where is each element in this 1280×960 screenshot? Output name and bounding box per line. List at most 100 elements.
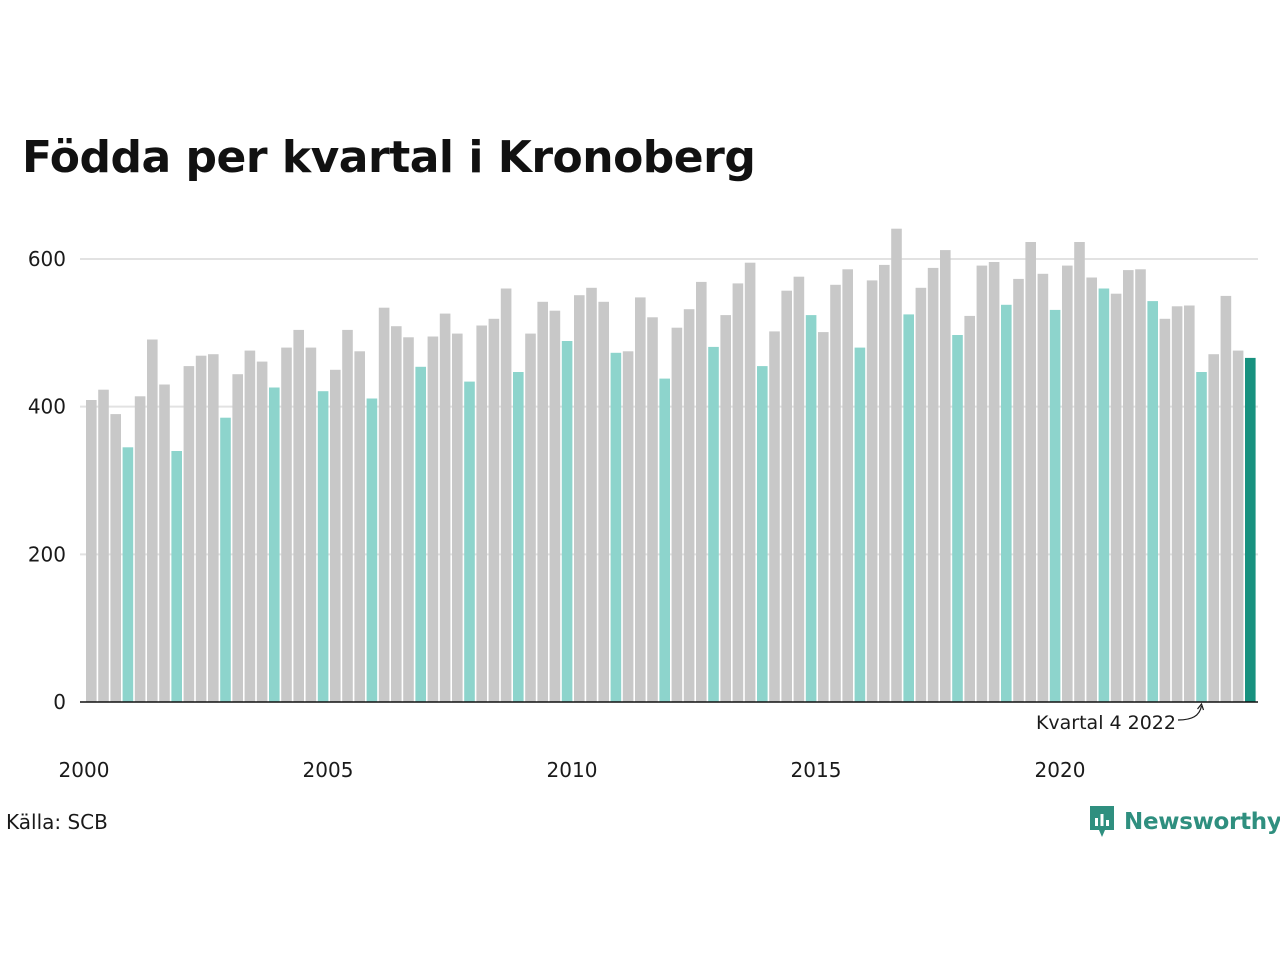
- bar: [464, 381, 475, 702]
- bar: [781, 290, 792, 702]
- bar: [391, 326, 402, 702]
- bar: [159, 384, 170, 702]
- y-tick-label: 400: [28, 395, 66, 419]
- bar: [598, 301, 609, 702]
- bar: [378, 307, 390, 702]
- bar: [586, 287, 597, 702]
- annotation-label: Kvartal 4 2022: [1036, 712, 1176, 734]
- bar: [720, 315, 731, 702]
- bar: [610, 352, 622, 702]
- bar: [671, 327, 683, 702]
- bar: [354, 351, 365, 702]
- axes: 0 200 400 600 2000 2005 2010 2015 2020: [28, 247, 1258, 782]
- bar: [1062, 265, 1073, 702]
- bar: [622, 351, 634, 702]
- bar: [183, 366, 195, 702]
- bar: [574, 295, 585, 702]
- bar: [769, 331, 780, 702]
- bar: [171, 451, 182, 702]
- x-tick-label: 2010: [547, 758, 598, 782]
- bar: [1037, 273, 1049, 702]
- bar: [793, 276, 805, 702]
- bar: [244, 350, 256, 702]
- bar: [915, 287, 927, 702]
- bar: [305, 347, 317, 702]
- x-tick-label: 2020: [1035, 758, 1086, 782]
- bar: [269, 387, 280, 702]
- bar: [500, 288, 512, 702]
- bar: [842, 269, 853, 702]
- brand-logo: Newsworthy: [1088, 804, 1280, 840]
- bar: [232, 374, 243, 702]
- bar: [1013, 278, 1024, 702]
- bar: [818, 332, 829, 702]
- bar: [940, 250, 951, 702]
- newsworthy-logo-icon: [1090, 806, 1114, 837]
- x-tick-label: 2000: [59, 758, 110, 782]
- bar: [1184, 305, 1195, 702]
- bar: [256, 361, 268, 702]
- bar: [964, 315, 975, 702]
- bar: [549, 310, 561, 702]
- bar: [366, 398, 378, 702]
- bar: [476, 325, 487, 702]
- bar: [220, 417, 231, 702]
- bar: [195, 355, 207, 702]
- bar: [866, 280, 878, 702]
- annotation: Kvartal 4 2022: [1036, 702, 1205, 734]
- bar: [561, 341, 573, 702]
- brand-name: Newsworthy: [1124, 809, 1280, 835]
- bar: [98, 389, 109, 702]
- bar: [988, 262, 1000, 702]
- bar: [1159, 318, 1171, 702]
- bar: [879, 264, 890, 702]
- bar: [659, 378, 670, 702]
- bar: [708, 346, 719, 702]
- bar: [1171, 306, 1183, 702]
- bar: [415, 366, 426, 702]
- bar: [1123, 270, 1134, 702]
- bar: [805, 315, 817, 702]
- annotation-arrow: [1177, 705, 1203, 721]
- bar: [110, 414, 121, 702]
- bar: [696, 281, 707, 702]
- bar: [1147, 301, 1158, 702]
- bar: [1049, 309, 1061, 702]
- bar: [403, 337, 414, 702]
- bar: [439, 313, 451, 702]
- annotation-arrowhead: [1197, 702, 1205, 711]
- bar: [1074, 242, 1085, 702]
- bar: [525, 333, 536, 702]
- bar: [330, 369, 341, 703]
- bar: [1220, 295, 1232, 702]
- y-tick-label: 0: [53, 690, 66, 714]
- bar: [342, 329, 353, 702]
- bar: [927, 267, 939, 702]
- bar: [757, 366, 768, 702]
- bar: [1232, 350, 1244, 702]
- y-tick-label: 600: [28, 247, 66, 271]
- bar: [293, 329, 304, 702]
- bar: [1086, 277, 1097, 702]
- bar: [891, 228, 902, 702]
- chart-title: Födda per kvartal i Kronoberg: [22, 132, 756, 183]
- source-label: Källa: SCB: [6, 810, 108, 834]
- bar: [427, 336, 439, 702]
- bar: [903, 314, 914, 702]
- bar: [830, 284, 841, 702]
- bar: [208, 354, 219, 702]
- bar: [147, 339, 158, 702]
- y-tick-label: 200: [28, 542, 66, 566]
- bar: [1025, 242, 1036, 702]
- bar: [1208, 354, 1219, 702]
- bar: [537, 301, 548, 702]
- bar: [732, 283, 744, 702]
- bar: [635, 297, 646, 702]
- bar: [452, 333, 463, 702]
- bars: [86, 228, 1256, 703]
- bar: [488, 318, 500, 702]
- bar: [1110, 293, 1122, 702]
- bar: [122, 447, 134, 702]
- bar: [317, 391, 329, 702]
